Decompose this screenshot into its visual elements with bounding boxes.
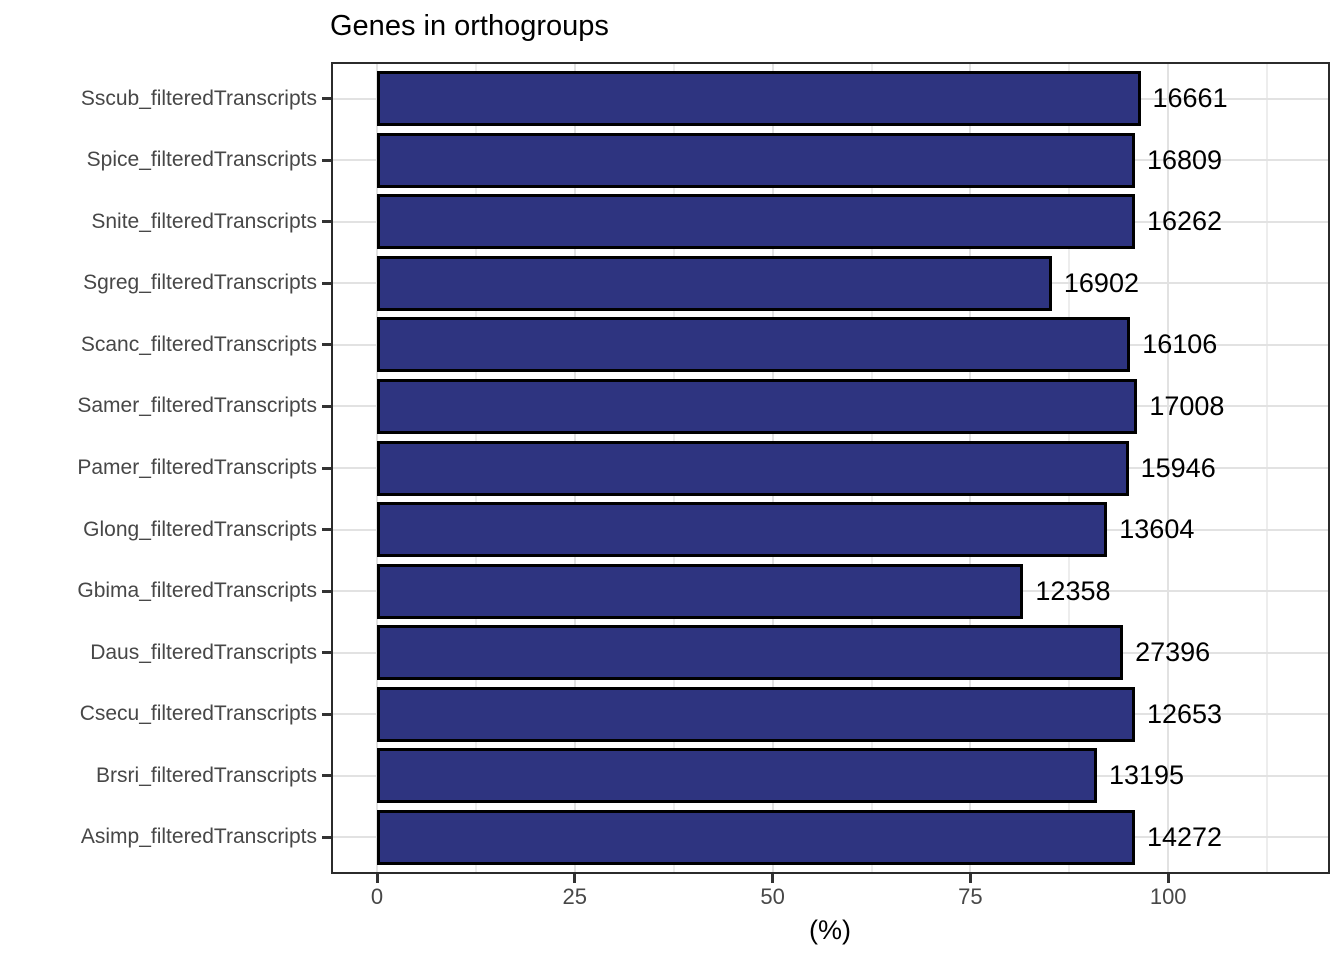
bar: [377, 686, 1135, 742]
bar-value-label: 13604: [1119, 514, 1195, 544]
x-axis-title: (%): [809, 915, 851, 945]
bar: [377, 378, 1138, 434]
bar: [377, 440, 1129, 496]
plot-panel: 16661 16809 16262 16902 16106 17008 15946 13604…: [331, 62, 1330, 874]
bar: [377, 748, 1097, 804]
bar: [377, 625, 1124, 681]
y-tick-mark: [322, 835, 331, 839]
x-tick-label: 25: [562, 884, 588, 909]
y-tick-mark: [322, 466, 331, 470]
bar-value-label: 12358: [1035, 575, 1111, 606]
bar-value-label: 16809: [1146, 144, 1223, 175]
y-tick-mark: [322, 220, 331, 224]
bar: [377, 255, 1052, 311]
x-tick-mark: [771, 874, 775, 883]
bar-value-label: 16262: [1146, 206, 1223, 237]
y-axis-label: Daus_filteredTranscripts: [90, 640, 317, 664]
y-tick-mark: [322, 712, 331, 716]
bar: [377, 809, 1135, 865]
y-tick-mark: [322, 281, 331, 285]
y-axis-label: Brsri_filteredTranscripts: [96, 763, 317, 787]
y-axis-label: Snite_filteredTranscripts: [91, 209, 317, 233]
bar-value-label: 12653: [1146, 698, 1223, 729]
y-axis-label: Asimp_filteredTranscripts: [80, 825, 317, 849]
y-tick-mark: [322, 343, 331, 347]
x-tick-mark: [573, 874, 577, 883]
y-tick-mark: [322, 528, 331, 531]
bar: [377, 71, 1141, 127]
y-axis-label: Scanc_filteredTranscripts: [80, 332, 317, 356]
bar: [377, 563, 1024, 619]
y-tick-mark: [322, 589, 331, 593]
x-tick-label: 100: [1149, 884, 1187, 909]
y-tick-mark: [322, 774, 331, 778]
bar-value-label: 13195: [1108, 760, 1185, 791]
bar-value-label: 27396: [1135, 637, 1211, 668]
bar-value-label: 15946: [1140, 452, 1216, 483]
y-axis-label: Samer_filteredTranscripts: [77, 394, 317, 418]
bar-value-label: 17008: [1149, 390, 1225, 421]
chart-title: Genes in orthogroups: [330, 10, 609, 42]
y-axis-label: Csecu_filteredTranscripts: [79, 702, 317, 726]
y-axis-label: Sgreg_filteredTranscripts: [83, 271, 317, 295]
y-tick-mark: [322, 404, 331, 408]
x-tick-label: 75: [958, 884, 983, 909]
bar: [377, 502, 1108, 557]
y-tick-mark: [322, 651, 331, 655]
y-axis-label: Glong_filteredTranscripts: [83, 517, 317, 541]
y-tick-mark: [322, 158, 331, 162]
bar: [377, 317, 1131, 373]
bar-value-label: 16902: [1063, 267, 1139, 298]
bar: [377, 132, 1135, 188]
bar-value-label: 16106: [1142, 329, 1218, 360]
y-axis-label: Pamer_filteredTranscripts: [77, 456, 317, 479]
y-tick-mark: [322, 97, 331, 101]
bar-value-label: 16661: [1152, 83, 1228, 114]
y-axis-label: Sscub_filteredTranscripts: [80, 86, 317, 110]
bar-value-label: 14272: [1146, 821, 1223, 852]
x-tick-mark: [968, 874, 972, 883]
x-tick-mark: [375, 874, 379, 883]
x-tick-label: 50: [760, 884, 785, 909]
x-tick-mark: [1166, 874, 1170, 883]
y-axis-label: Spice_filteredTranscripts: [86, 148, 317, 172]
x-tick-label: 0: [370, 884, 384, 909]
y-axis-label: Gbima_filteredTranscripts: [77, 579, 317, 603]
bar: [377, 194, 1135, 250]
